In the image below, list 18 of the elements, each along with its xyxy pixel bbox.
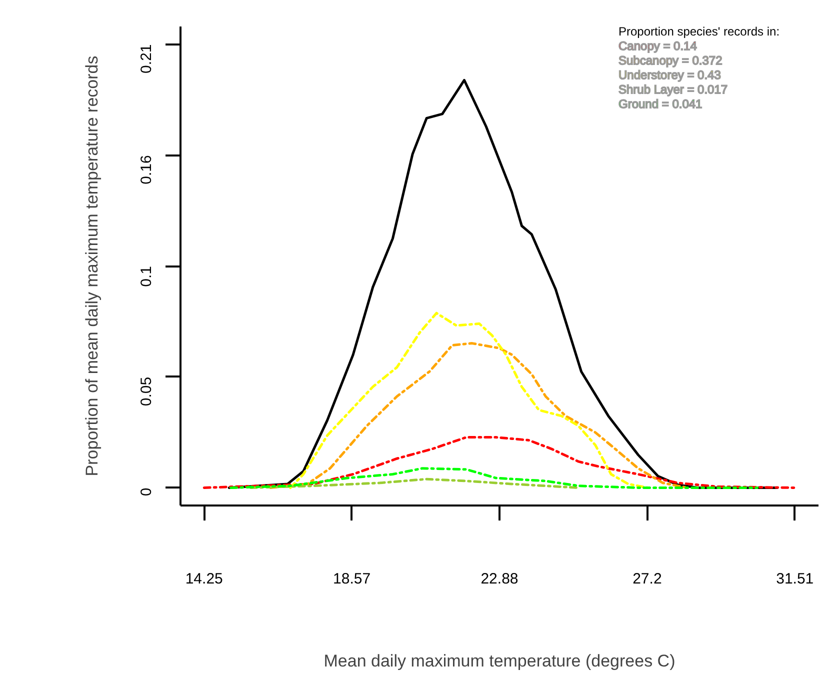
x-tick-label: 27.2: [632, 570, 662, 588]
text: Subcanopy = 0.372: [618, 54, 723, 68]
y-tick-label: 0.21: [138, 44, 155, 74]
y-tick-label: 0: [138, 488, 155, 496]
x-tick-label: 31.51: [776, 570, 814, 588]
x-tick-label: 18.57: [333, 570, 371, 588]
text: Canopy = 0.14: [618, 39, 698, 53]
y-tick-label: 0.16: [138, 155, 155, 184]
legend-title: Proportion species' records in:: [618, 24, 780, 38]
x-tick-label: 14.25: [185, 570, 223, 588]
y-tick-label: 0.05: [138, 376, 155, 406]
text: Ground = 0.041: [618, 97, 703, 111]
x-tick-label: 22.88: [480, 570, 518, 588]
y-axis-title: Proportion of mean daily maximum temperature records: [82, 56, 102, 476]
text: Understorey = 0.43: [618, 68, 722, 82]
x-axis-title: Mean daily maximum temperature (degrees C): [324, 652, 676, 670]
text: Shrub Layer = 0.017: [618, 82, 728, 96]
y-tick-label: 0.1: [138, 266, 155, 287]
